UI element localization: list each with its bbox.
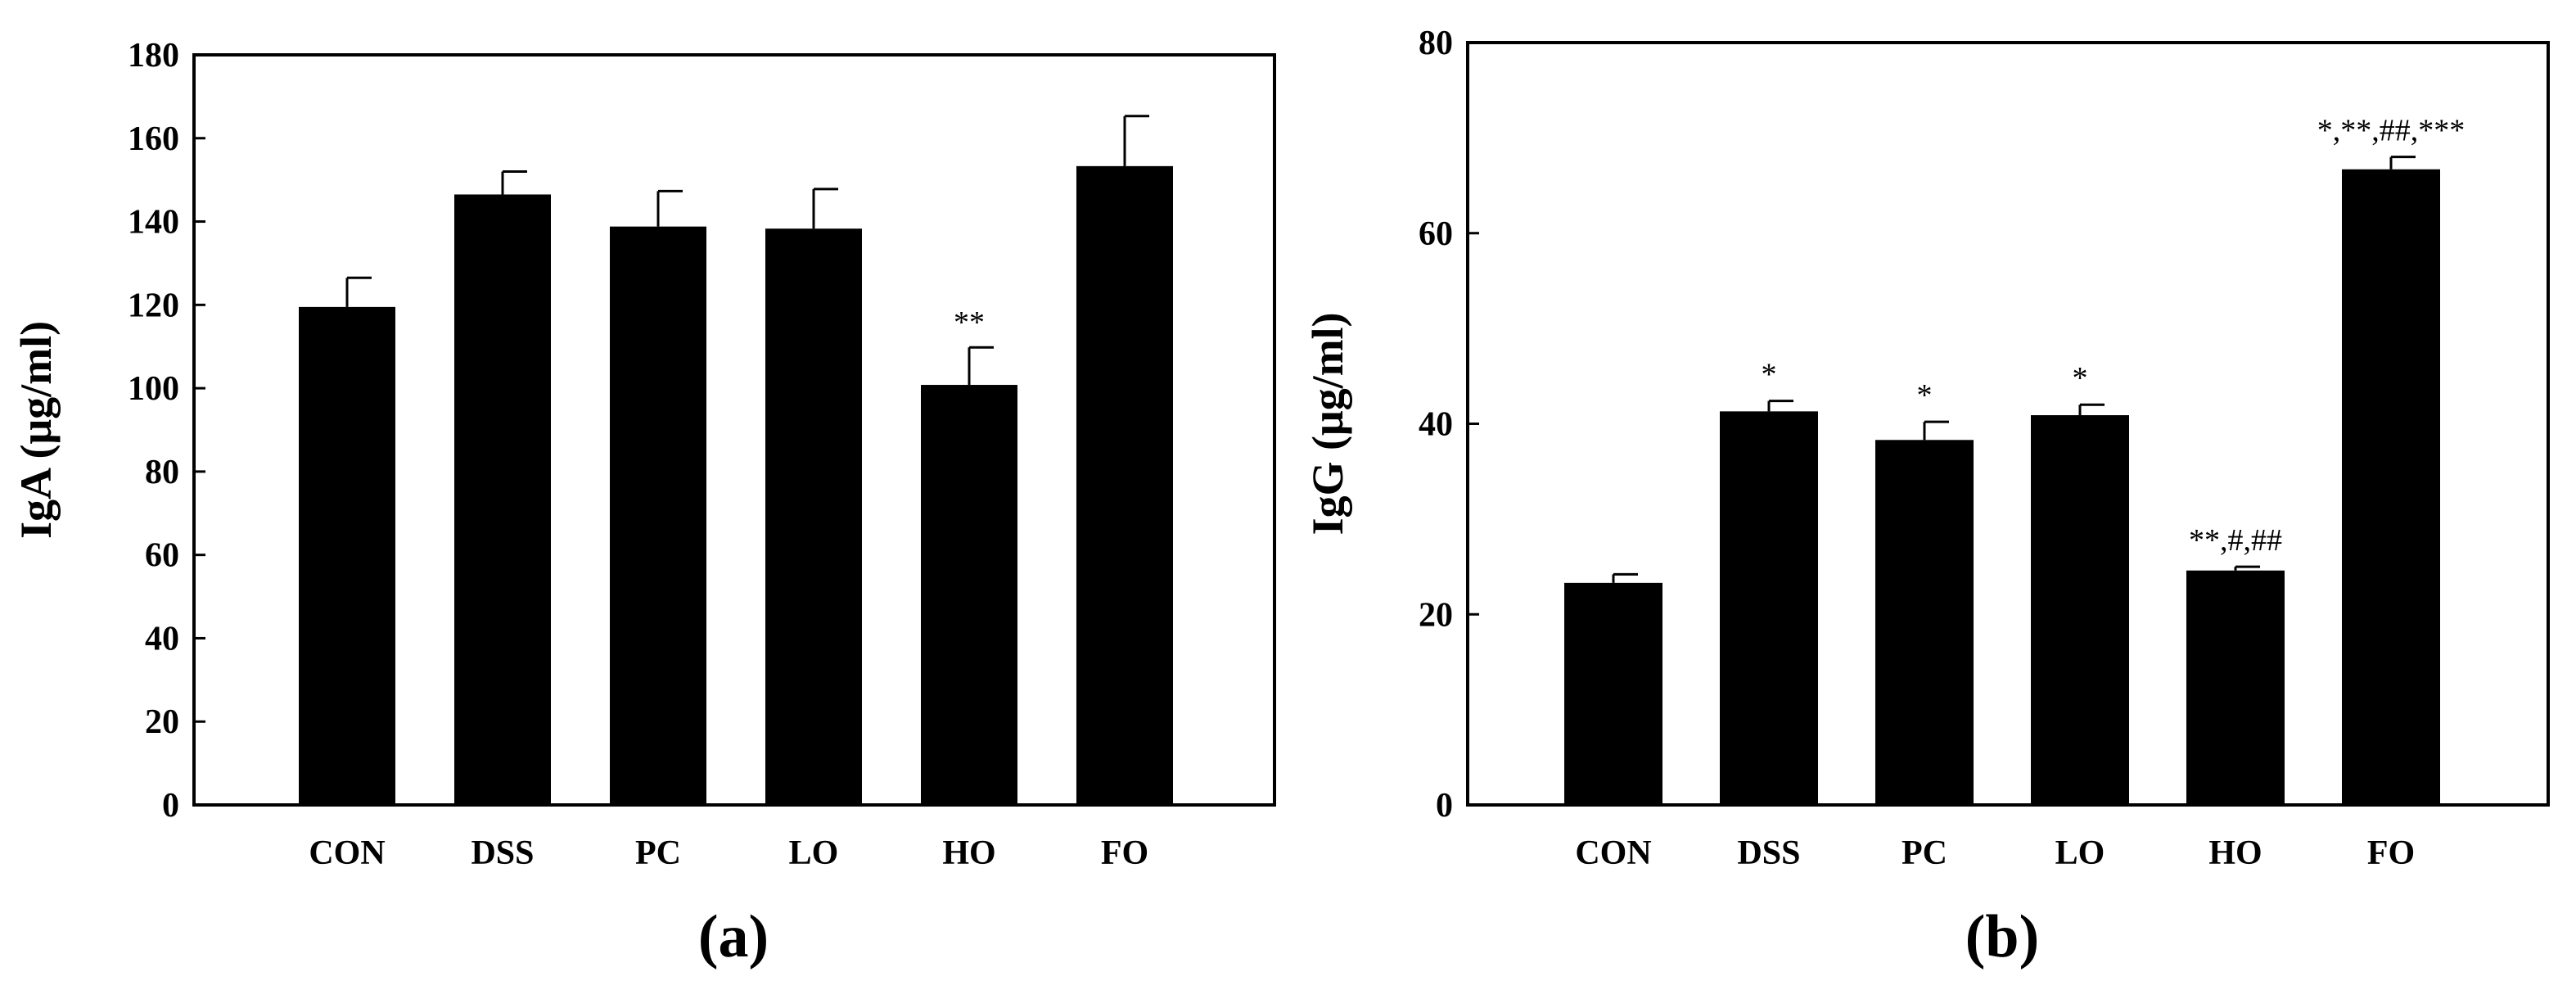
chart-panel-b: 0 20 40 60 80 CON * DSS * PC * LO **,#,## HO *,**,##,*… <box>1303 25 2550 970</box>
significance-label-pc: * <box>1917 378 1933 413</box>
y-tick-label: 60 <box>145 537 179 575</box>
bar-pc <box>610 226 706 805</box>
x-tick-label: CON <box>309 834 385 872</box>
x-tick-label: DSS <box>471 834 534 872</box>
bar-ho <box>921 385 1017 805</box>
significance-label-dss: * <box>1762 358 1777 392</box>
x-tick-label: LO <box>789 834 839 872</box>
bar-fo <box>1076 165 1173 805</box>
x-tick-label: CON <box>1575 834 1651 872</box>
y-axis-label: IgG (μg/ml) <box>1303 312 1352 535</box>
x-tick-label: PC <box>1902 834 1947 872</box>
y-tick-label: 100 <box>128 370 179 408</box>
y-tick-label: 40 <box>145 620 179 658</box>
bar-lo <box>2031 415 2129 805</box>
y-tick-label: 140 <box>128 204 179 242</box>
bar-con <box>1564 582 1662 805</box>
y-tick-label: 0 <box>162 787 179 825</box>
y-tick-label: 20 <box>1419 596 1453 634</box>
significance-label-fo: *,**,##,*** <box>2317 114 2465 148</box>
x-tick-label: DSS <box>1737 834 1800 872</box>
bar-ho <box>2186 570 2285 805</box>
x-tick-label: HO <box>2208 834 2262 872</box>
chart-panel-a: 0 20 40 60 80 100 120 140 160 180 CON DSS PC LO ** HO FO… <box>11 37 1276 970</box>
y-tick-label: 120 <box>128 287 179 324</box>
y-tick-label: 0 <box>1436 787 1453 825</box>
x-tick-label: HO <box>942 834 995 872</box>
significance-label-ho: ** <box>954 305 985 340</box>
x-tick-label: FO <box>2367 834 2415 872</box>
y-tick-label: 160 <box>128 120 179 158</box>
bar-dss <box>1720 411 1818 805</box>
panel-label: (b) <box>1965 903 2039 970</box>
significance-label-ho: **,#,## <box>2189 523 2282 558</box>
bar-lo <box>765 228 862 805</box>
y-tick-label: 80 <box>1419 25 1453 62</box>
y-axis-label: IgA (μg/ml) <box>11 321 61 539</box>
significance-label-lo: * <box>2073 361 2088 396</box>
bar-dss <box>454 194 551 805</box>
bar-pc <box>1875 440 1974 805</box>
panel-label: (a) <box>698 903 769 970</box>
x-tick-label: LO <box>2055 834 2105 872</box>
plot-frame <box>192 53 1276 807</box>
y-tick-label: 40 <box>1419 406 1453 444</box>
bar-fo <box>2342 169 2440 805</box>
x-tick-label: FO <box>1101 834 1148 872</box>
y-tick-label: 60 <box>1419 215 1453 253</box>
bar-con <box>299 306 395 805</box>
y-tick-label: 180 <box>128 37 179 75</box>
y-tick-label: 80 <box>145 454 179 491</box>
y-tick-label: 20 <box>145 703 179 741</box>
x-tick-label: PC <box>635 834 681 872</box>
